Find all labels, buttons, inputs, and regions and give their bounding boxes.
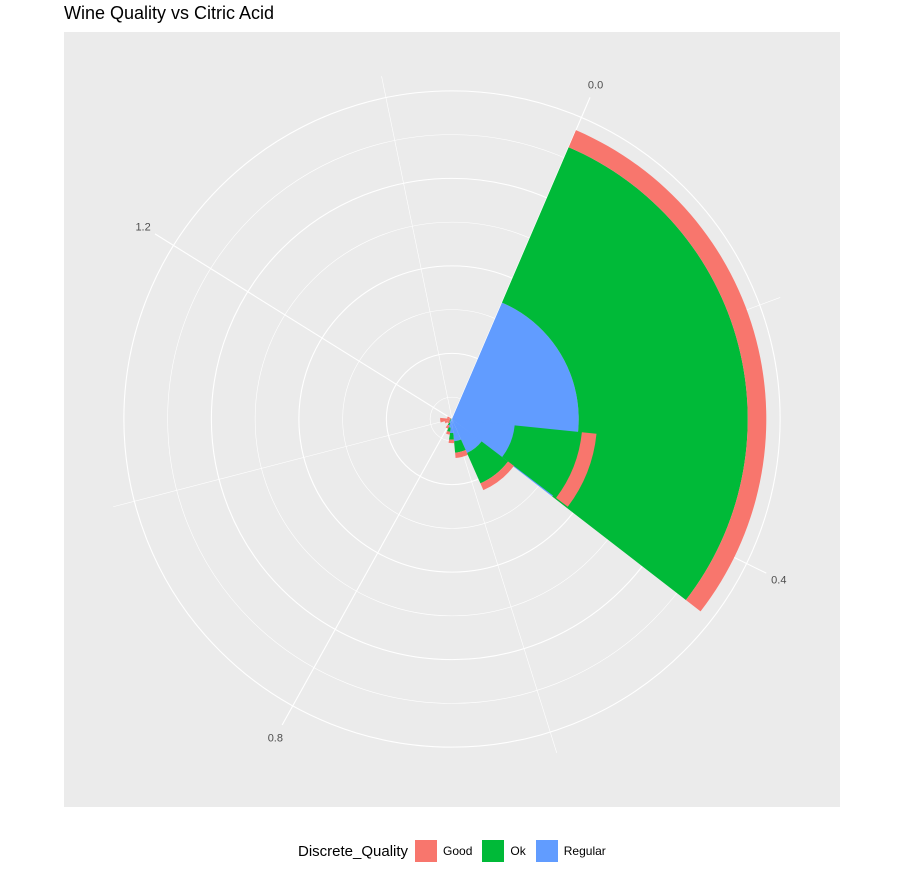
bar-segment-good	[440, 417, 451, 423]
grid-spoke-minor	[113, 418, 453, 508]
bar-segment-regular	[450, 419, 454, 434]
grid-spoke-minor	[381, 76, 453, 420]
bars	[440, 130, 767, 612]
bar-segment-ok	[447, 422, 451, 426]
bar-segment-ok	[449, 432, 454, 440]
bar-segment-ok	[450, 418, 452, 420]
grid-spoke	[154, 233, 453, 420]
bar-segment-good	[480, 461, 514, 491]
theta-tick-label: 0.0	[588, 79, 603, 91]
legend-label-ok: Ok	[510, 844, 526, 858]
bar-segment-ok	[449, 420, 451, 422]
bar-segment-good	[455, 450, 468, 459]
theta-tick-label: 1.2	[135, 221, 150, 233]
theta-tick-label: 0.4	[771, 574, 786, 586]
bar-segment-good	[568, 130, 767, 612]
grid-ring	[123, 90, 781, 748]
legend: Discrete_Quality Good Ok Regular	[298, 839, 616, 863]
legend-label-regular: Regular	[563, 844, 606, 858]
bar-segment-good	[556, 432, 597, 507]
bar-segment-good	[445, 424, 450, 429]
bar-segment-regular	[450, 419, 452, 421]
bar-segment-regular	[452, 419, 462, 442]
bar-segment-ok	[449, 419, 451, 421]
legend-key-regular	[535, 840, 558, 862]
legend-key-good	[415, 840, 438, 862]
bar-segment-ok	[502, 425, 582, 498]
bar-segment-good	[447, 420, 450, 424]
grid-spoke	[281, 418, 453, 726]
axis-labels: 0.0 0.4 0.8 1.2	[135, 79, 786, 744]
legend-item-ok: Ok	[482, 840, 526, 862]
bar-segment-regular	[448, 419, 452, 428]
bar-segment-good	[447, 416, 451, 419]
bar-segment-good	[446, 431, 451, 435]
legend-title: Discrete_Quality	[298, 842, 409, 860]
legend-label-good: Good	[443, 844, 473, 858]
theta-tick-label: 0.8	[268, 732, 283, 744]
bar-segment-regular	[449, 419, 452, 423]
chart-title: Wine Quality vs Citric Acid	[64, 3, 275, 23]
bar-segment-regular	[450, 419, 452, 420]
bar-segment-good	[448, 439, 455, 444]
bar-segment-good	[444, 419, 450, 424]
grid-spoke-minor	[451, 418, 558, 754]
bar-segment-regular	[452, 419, 515, 458]
bar-segment-ok	[454, 439, 466, 453]
bar-segment-regular	[452, 419, 482, 453]
legend-item-regular: Regular	[535, 840, 606, 862]
legend-key-ok	[482, 840, 505, 862]
bar-segment-ok	[447, 427, 451, 432]
bar-segment-ok	[450, 418, 452, 419]
bar-segment-ok	[466, 441, 509, 484]
legend-item-good: Good	[415, 840, 472, 862]
